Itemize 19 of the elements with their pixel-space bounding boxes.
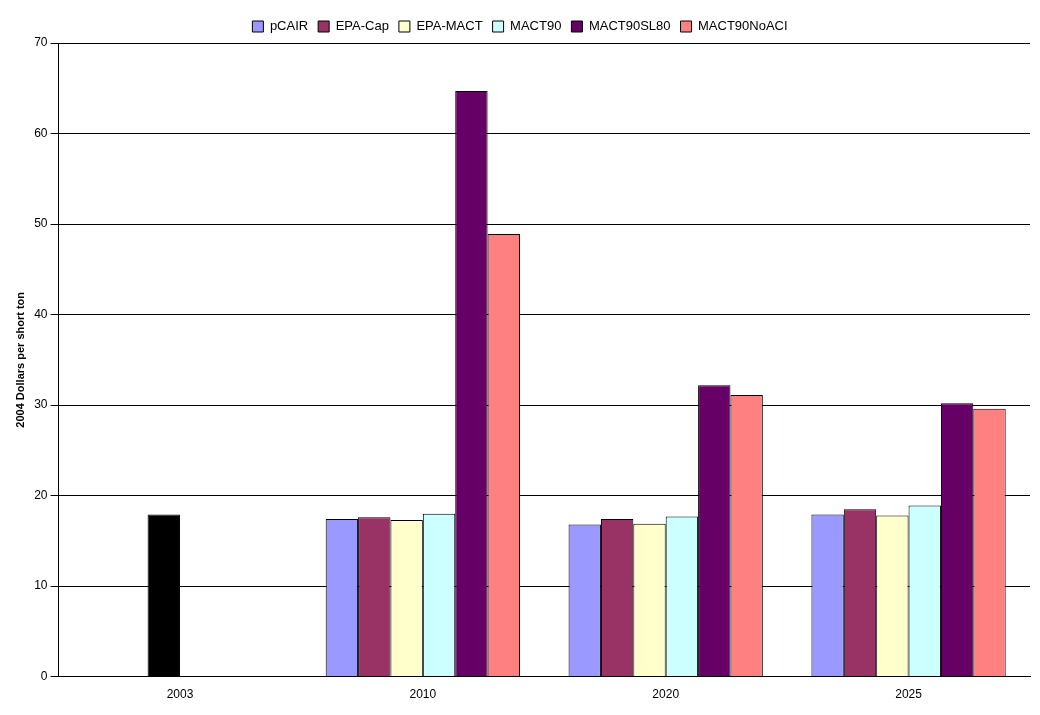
legend-label: MACT90SL80 bbox=[588, 18, 671, 34]
y-tick-label: 0 bbox=[40, 668, 48, 683]
y-tick-label: 10 bbox=[34, 578, 48, 593]
x-tick-label: 2025 bbox=[895, 687, 923, 702]
y-tick-label: 30 bbox=[34, 397, 48, 412]
legend-label: EPA-Cap bbox=[335, 18, 389, 34]
legend-label: pCAIR bbox=[269, 18, 309, 34]
y-tick-label: 50 bbox=[34, 216, 48, 231]
x-tick-label: 2010 bbox=[409, 687, 437, 702]
y-axis-title: 2004 Dollars per short ton bbox=[13, 291, 26, 428]
y-tick-label: 60 bbox=[34, 125, 48, 140]
y-tick-label: 40 bbox=[34, 306, 48, 321]
legend-label: MACT90NoACI bbox=[698, 18, 788, 34]
legend-label: MACT90 bbox=[510, 18, 562, 34]
x-tick-label: 2003 bbox=[166, 687, 194, 702]
y-tick-label: 20 bbox=[34, 487, 48, 502]
legend-label: EPA-MACT bbox=[416, 18, 483, 34]
y-tick-label: 70 bbox=[34, 35, 48, 50]
x-tick-label: 2020 bbox=[652, 687, 680, 702]
